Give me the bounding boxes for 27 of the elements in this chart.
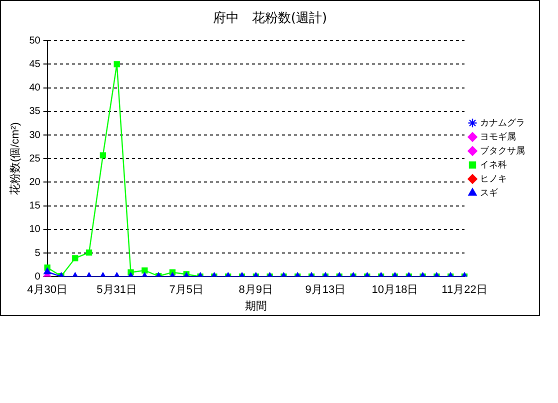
y-tick-label: 45: [29, 58, 41, 70]
legend-label: ヒノキ: [480, 174, 507, 184]
legend-label: ブタクサ属: [480, 145, 525, 156]
y-tick-label: 20: [29, 176, 41, 188]
y-tick-label: 15: [29, 200, 41, 212]
y-tick-label: 10: [29, 224, 41, 236]
x-tick-label: 8月9日: [238, 284, 274, 296]
chart-title: 府中 花粉数(週計): [212, 10, 328, 26]
y-tick-label: 40: [29, 82, 41, 94]
legend-label: スギ: [480, 187, 498, 198]
x-tick-label: 4月30日: [27, 284, 68, 296]
y-axis-title: 花粉数(個/cm²): [8, 122, 22, 195]
x-axis-title: 期間: [244, 300, 267, 312]
legend-label: カナムグラ: [480, 117, 525, 128]
x-tick-label: 5月31日: [96, 284, 138, 296]
y-tick-label: 5: [34, 248, 41, 259]
x-tick-label: 10月18日: [372, 284, 418, 296]
legend-label: ヨモギ属: [480, 131, 516, 142]
y-tick-label: 25: [29, 153, 41, 164]
y-tick-label: 0: [34, 271, 41, 282]
x-tick-label: 11月22日: [442, 284, 488, 296]
x-tick-label: 9月13日: [305, 284, 346, 296]
x-tick-label: 7月5日: [169, 284, 204, 296]
y-tick-label: 35: [29, 106, 41, 118]
y-tick-label: 30: [29, 130, 41, 141]
y-tick-label: 50: [29, 35, 41, 46]
legend-label: イネ科: [480, 159, 507, 170]
